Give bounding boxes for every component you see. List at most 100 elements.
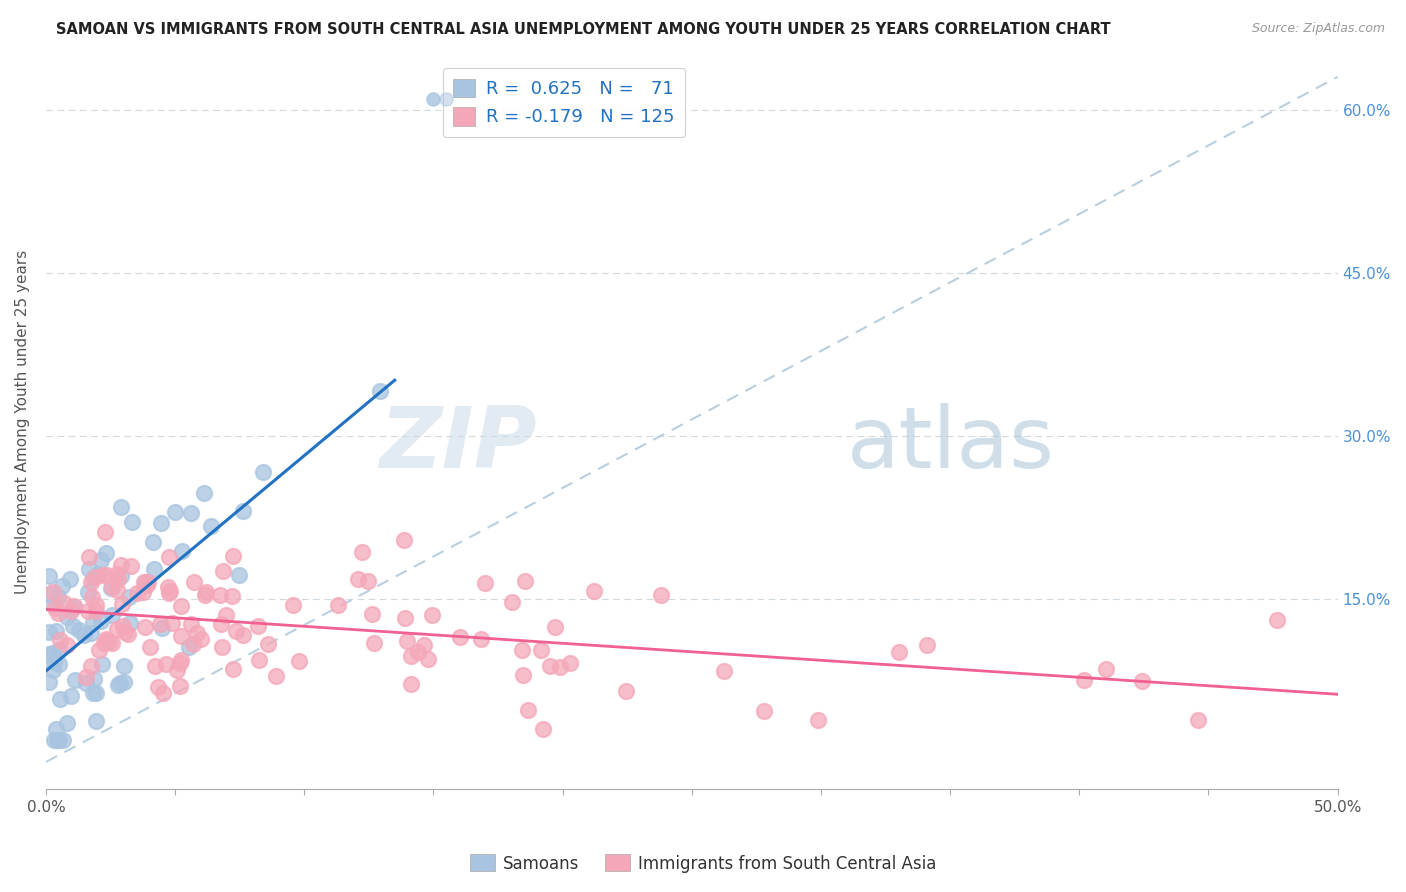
Point [264, 669, 287, 683]
Point [125, 585, 148, 599]
Point [361, 607, 384, 622]
Y-axis label: Unemployment Among Youth under 25 years: Unemployment Among Youth under 25 years [15, 250, 30, 594]
Point [420, 608, 443, 623]
Point [96, 634, 118, 648]
Point [221, 589, 243, 603]
Point [170, 543, 193, 558]
Point [211, 640, 233, 654]
Point [111, 598, 134, 612]
Point [512, 643, 534, 657]
Point [165, 505, 187, 519]
Point [105, 623, 128, 637]
Point [132, 575, 155, 590]
Point [77, 549, 100, 564]
Point [470, 632, 492, 646]
Point [193, 486, 215, 500]
Point [117, 590, 139, 604]
Point [449, 630, 471, 644]
Point [80, 659, 103, 673]
Point [87, 567, 110, 582]
Point [181, 637, 204, 651]
Point [38, 625, 60, 640]
Point [67, 624, 90, 638]
Point [222, 549, 245, 564]
Point [530, 643, 553, 657]
Point [77, 604, 100, 618]
Point [183, 574, 205, 589]
Point [42, 663, 65, 677]
Point [232, 504, 254, 518]
Text: SAMOAN VS IMMIGRANTS FROM SOUTH CENTRAL ASIA UNEMPLOYMENT AMONG YOUTH UNDER 25 Y: SAMOAN VS IMMIGRANTS FROM SOUTH CENTRAL … [56, 22, 1111, 37]
Point [416, 652, 439, 666]
Point [80, 626, 103, 640]
Point [501, 595, 523, 609]
Point [150, 621, 173, 635]
Point [48, 642, 70, 657]
Point [347, 572, 370, 586]
Point [59, 604, 82, 618]
Point [138, 575, 160, 590]
Point [357, 574, 380, 589]
Point [110, 569, 132, 583]
Point [46, 590, 69, 604]
Point [169, 679, 191, 693]
Point [60, 689, 83, 703]
Point [195, 585, 218, 599]
Point [157, 550, 180, 565]
Point [77, 562, 100, 576]
Point [45, 723, 67, 737]
Point [283, 599, 305, 613]
Point [52, 596, 75, 610]
Point [112, 619, 135, 633]
Point [84, 714, 107, 728]
Point [474, 576, 496, 591]
Point [1130, 674, 1153, 689]
Point [887, 645, 910, 659]
Point [45, 624, 67, 639]
Point [42, 655, 65, 669]
Point [149, 616, 172, 631]
Point [152, 686, 174, 700]
Point [46, 733, 69, 747]
Point [180, 506, 202, 520]
Point [143, 658, 166, 673]
Point [100, 608, 122, 623]
Point [94, 546, 117, 560]
Point [75, 670, 97, 684]
Point [166, 663, 188, 677]
Point [82, 615, 104, 629]
Point [190, 632, 212, 647]
Point [754, 704, 776, 718]
Point [100, 582, 122, 596]
Point [90, 657, 112, 672]
Point [73, 628, 96, 642]
Point [56, 638, 79, 652]
Point [108, 675, 131, 690]
Point [51, 579, 73, 593]
Point [80, 590, 103, 604]
Point [515, 574, 537, 589]
Point [63, 673, 86, 688]
Point [134, 575, 156, 590]
Point [246, 619, 269, 633]
Point [368, 384, 391, 399]
Point [49, 632, 72, 647]
Point [558, 657, 581, 671]
Point [120, 558, 142, 573]
Point [44, 733, 66, 747]
Point [46, 733, 69, 747]
Point [56, 609, 79, 624]
Point [94, 632, 117, 646]
Point [157, 580, 180, 594]
Point [48, 733, 70, 747]
Point [48, 657, 70, 672]
Point [713, 664, 735, 678]
Point [326, 599, 349, 613]
Point [83, 673, 105, 687]
Legend: Samoans, Immigrants from South Central Asia: Samoans, Immigrants from South Central A… [463, 847, 943, 880]
Point [110, 558, 132, 573]
Point [112, 675, 135, 690]
Point [225, 624, 247, 638]
Point [363, 636, 385, 650]
Point [86, 686, 108, 700]
